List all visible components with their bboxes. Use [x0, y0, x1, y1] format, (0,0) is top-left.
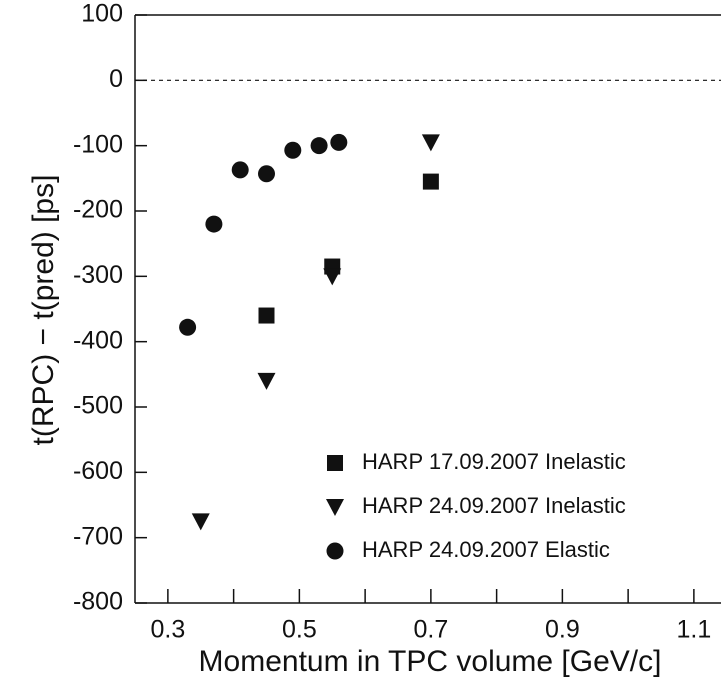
y-axis-title: t(RPC) − t(pred) [ps]: [27, 175, 60, 446]
marker-circle: [284, 141, 302, 159]
marker-circle: [330, 133, 348, 151]
y-tick-label: -700: [73, 522, 123, 550]
x-tick-label: 1.1: [676, 616, 711, 644]
y-tick-label: 100: [81, 0, 123, 28]
x-tick-label: 0.3: [150, 616, 185, 644]
legend-marker: [326, 542, 344, 560]
y-tick-label: -300: [73, 261, 123, 289]
legend-label: HARP 24.09.2007 Elastic: [362, 537, 610, 562]
marker-triangle: [257, 372, 276, 390]
legend-marker: [326, 499, 344, 516]
legend-marker: [327, 455, 343, 471]
marker-circle: [205, 215, 223, 233]
y-tick-label: -400: [73, 326, 123, 354]
marker-circle: [258, 165, 275, 183]
y-tick-label: -200: [73, 196, 123, 224]
marker-square: [422, 173, 439, 190]
x-tick-label: 0.9: [545, 616, 580, 644]
marker-triangle: [323, 268, 342, 286]
marker-triangle: [421, 134, 440, 152]
marker-square: [258, 307, 275, 324]
legend-label: HARP 17.09.2007 Inelastic: [362, 449, 626, 474]
x-tick-label: 0.5: [282, 616, 317, 644]
legend-label: HARP 24.09.2007 Inelastic: [362, 493, 626, 518]
y-tick-label: -800: [73, 588, 123, 616]
y-tick-label: 0: [109, 65, 123, 93]
y-tick-label: -100: [73, 130, 123, 158]
marker-triangle: [191, 513, 210, 531]
marker-circle: [231, 161, 249, 179]
marker-circle: [179, 318, 197, 336]
y-tick-label: -600: [73, 457, 123, 485]
x-tick-label: 0.7: [413, 616, 448, 644]
x-axis-title: Momentum in TPC volume [GeV/c]: [199, 645, 662, 678]
marker-circle: [310, 137, 328, 155]
y-tick-label: -500: [73, 392, 123, 420]
